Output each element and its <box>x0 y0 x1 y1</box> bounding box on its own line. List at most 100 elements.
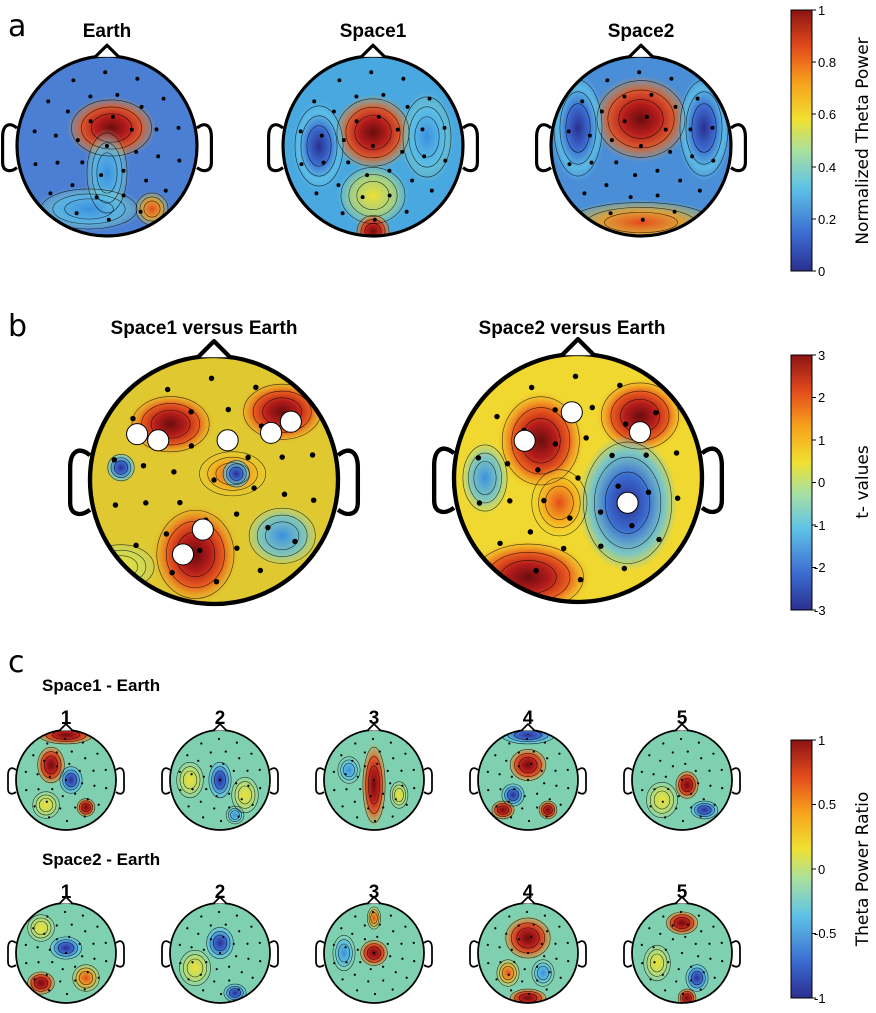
panel-letter-a: a <box>8 9 26 44</box>
ear-marker <box>196 123 213 173</box>
colorbar-b-tick: -3 <box>814 603 826 618</box>
significance-marker <box>628 421 652 444</box>
ear-marker <box>431 446 456 515</box>
ear-marker <box>731 940 741 968</box>
ear-marker <box>577 767 587 795</box>
ear-marker <box>731 767 741 795</box>
ear-marker <box>7 767 17 795</box>
nose-marker <box>366 896 382 905</box>
colorbar-b-tick: 1 <box>818 433 825 448</box>
head-space2-vs-earth <box>431 336 725 605</box>
c-row2-number-1: 1 <box>61 882 72 903</box>
c-row1-number-1: 1 <box>61 708 72 729</box>
head-c-space2-5 <box>623 896 741 1004</box>
ear-marker <box>462 123 479 173</box>
ear-marker <box>730 123 747 173</box>
head-maps <box>1 43 747 1004</box>
ear-marker <box>1 123 18 173</box>
ear-marker <box>269 940 279 968</box>
ear-marker <box>469 940 479 968</box>
head-c-space1-1 <box>7 723 125 831</box>
head-c-space1-4 <box>469 723 587 831</box>
nose-marker <box>58 723 74 732</box>
colorbar-b-tick: 0 <box>818 475 825 490</box>
nose-marker <box>212 896 228 905</box>
colorbar-b-label: t- values <box>853 445 873 519</box>
nose-marker <box>94 43 120 59</box>
ear-marker <box>535 123 552 173</box>
nose-marker <box>674 896 690 905</box>
nose-marker <box>520 896 536 905</box>
ear-marker <box>623 940 633 968</box>
colorbar-a-tick: 0.2 <box>818 212 836 227</box>
title-earth: Earth <box>83 21 132 42</box>
c-row2-number-5: 5 <box>677 882 688 903</box>
head-c-space1-2 <box>161 723 279 831</box>
c-row2-number-3: 3 <box>369 882 380 903</box>
head-c-space1-5 <box>623 723 741 831</box>
head-space1-vs-earth <box>67 338 361 607</box>
significance-marker <box>513 429 536 452</box>
colorbar-c: 1 0.5 0 -0.5 -1 Theta Power Ratio <box>790 733 873 1006</box>
head-c-space2-3 <box>315 896 433 1004</box>
colorbar-a-tick: 1 <box>818 3 825 18</box>
colorbar-b-tick: 3 <box>818 348 825 363</box>
c-row2-number-4: 4 <box>523 882 534 903</box>
significance-marker <box>147 429 170 452</box>
head-space1 <box>267 43 479 238</box>
colorbar-a-tick: 0.8 <box>818 55 836 70</box>
ear-marker <box>67 448 92 517</box>
ear-marker <box>623 767 633 795</box>
nose-marker <box>212 723 228 732</box>
nose-marker <box>366 723 382 732</box>
significance-marker <box>126 423 149 446</box>
ear-marker <box>269 767 279 795</box>
colorbar-c-tick: 1 <box>818 733 825 748</box>
significance-marker <box>616 491 639 514</box>
ear-marker <box>315 940 325 968</box>
colorbar-a-tick: 0.6 <box>818 107 836 122</box>
nose-marker <box>560 336 596 357</box>
c-row2-number-2: 2 <box>215 882 226 903</box>
ear-marker <box>115 940 125 968</box>
title-space1: Space1 <box>340 21 407 42</box>
ear-marker <box>267 123 284 173</box>
colorbar-c-label: Theta Power Ratio <box>853 792 873 948</box>
ear-marker <box>7 940 17 968</box>
title-space1-vs-earth: Space1 versus Earth <box>111 318 298 339</box>
colorbar-a-label: Normalized Theta Power <box>853 37 873 244</box>
c-row1-number-4: 4 <box>523 708 534 729</box>
title-space2: Space2 <box>608 21 675 42</box>
significance-marker <box>560 401 583 424</box>
ear-marker <box>700 446 725 515</box>
c-row1-number-5: 5 <box>677 708 688 729</box>
ear-marker <box>161 940 171 968</box>
significance-marker <box>216 429 239 452</box>
ear-marker <box>423 767 433 795</box>
ear-marker <box>115 767 125 795</box>
ear-marker <box>423 940 433 968</box>
ear-marker <box>161 767 171 795</box>
significance-marker <box>191 518 214 541</box>
nose-marker <box>58 896 74 905</box>
colorbar-b-tick: 2 <box>818 390 825 405</box>
colorbar-b-tick: -2 <box>814 560 826 575</box>
ear-marker <box>469 767 479 795</box>
c-row1-number-3: 3 <box>369 708 380 729</box>
colorbar-b-tick: -1 <box>814 518 826 533</box>
nose-marker <box>674 723 690 732</box>
row-label-space1-earth: Space1 - Earth <box>42 676 160 695</box>
ear-marker <box>577 940 587 968</box>
head-space2 <box>535 43 747 238</box>
c-row1-number-2: 2 <box>215 708 226 729</box>
title-space2-vs-earth: Space2 versus Earth <box>479 318 666 339</box>
colorbar-a-tick: 0 <box>818 264 825 279</box>
head-c-space2-1 <box>7 896 125 1004</box>
colorbar-a-tick: 0.4 <box>818 160 836 175</box>
ear-marker <box>315 767 325 795</box>
nose-marker <box>196 338 232 359</box>
colorbar-b: 3 2 1 0 -1 -2 -3 t- values <box>790 348 873 618</box>
colorbar-c-tick: 0.5 <box>818 797 836 812</box>
colorbar-c-tick: 0 <box>818 862 825 877</box>
